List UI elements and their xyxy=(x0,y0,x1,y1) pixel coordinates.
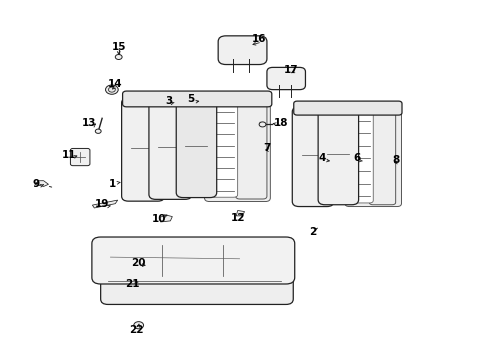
FancyBboxPatch shape xyxy=(318,107,358,205)
Text: 11: 11 xyxy=(61,150,76,160)
Text: 1: 1 xyxy=(109,179,116,189)
Circle shape xyxy=(259,122,265,127)
FancyBboxPatch shape xyxy=(235,101,266,199)
FancyBboxPatch shape xyxy=(368,109,395,205)
Text: 2: 2 xyxy=(308,227,316,237)
Polygon shape xyxy=(92,200,118,208)
FancyBboxPatch shape xyxy=(122,91,271,107)
Circle shape xyxy=(105,85,118,94)
Text: 16: 16 xyxy=(251,35,266,44)
FancyBboxPatch shape xyxy=(176,99,216,198)
Text: 3: 3 xyxy=(165,96,172,106)
Polygon shape xyxy=(236,211,244,216)
Text: 4: 4 xyxy=(318,153,325,163)
Text: 7: 7 xyxy=(262,143,269,153)
Circle shape xyxy=(95,129,101,134)
FancyBboxPatch shape xyxy=(122,98,164,201)
Text: 13: 13 xyxy=(82,118,97,128)
Text: 15: 15 xyxy=(111,42,126,52)
Polygon shape xyxy=(159,215,172,222)
Text: 9: 9 xyxy=(32,179,40,189)
FancyBboxPatch shape xyxy=(101,270,293,305)
FancyBboxPatch shape xyxy=(149,98,191,199)
Text: 22: 22 xyxy=(129,325,143,335)
FancyBboxPatch shape xyxy=(348,112,372,203)
Text: 18: 18 xyxy=(273,118,288,128)
FancyBboxPatch shape xyxy=(266,67,305,90)
Circle shape xyxy=(134,321,143,329)
FancyBboxPatch shape xyxy=(210,104,237,197)
Text: 10: 10 xyxy=(152,215,166,224)
Text: 5: 5 xyxy=(187,94,194,104)
Text: 21: 21 xyxy=(125,279,139,289)
FancyBboxPatch shape xyxy=(204,99,270,202)
Text: 14: 14 xyxy=(108,79,122,89)
Circle shape xyxy=(115,54,122,59)
Text: 8: 8 xyxy=(391,155,399,165)
Text: 19: 19 xyxy=(95,199,109,210)
FancyBboxPatch shape xyxy=(293,101,401,115)
FancyBboxPatch shape xyxy=(218,36,266,64)
Text: 17: 17 xyxy=(284,64,298,75)
Text: 12: 12 xyxy=(230,213,245,223)
FancyBboxPatch shape xyxy=(70,148,90,166)
FancyBboxPatch shape xyxy=(92,237,294,284)
Text: 20: 20 xyxy=(131,258,145,268)
Text: 6: 6 xyxy=(352,153,360,163)
FancyBboxPatch shape xyxy=(344,108,401,207)
FancyBboxPatch shape xyxy=(292,107,333,207)
Polygon shape xyxy=(35,181,48,186)
